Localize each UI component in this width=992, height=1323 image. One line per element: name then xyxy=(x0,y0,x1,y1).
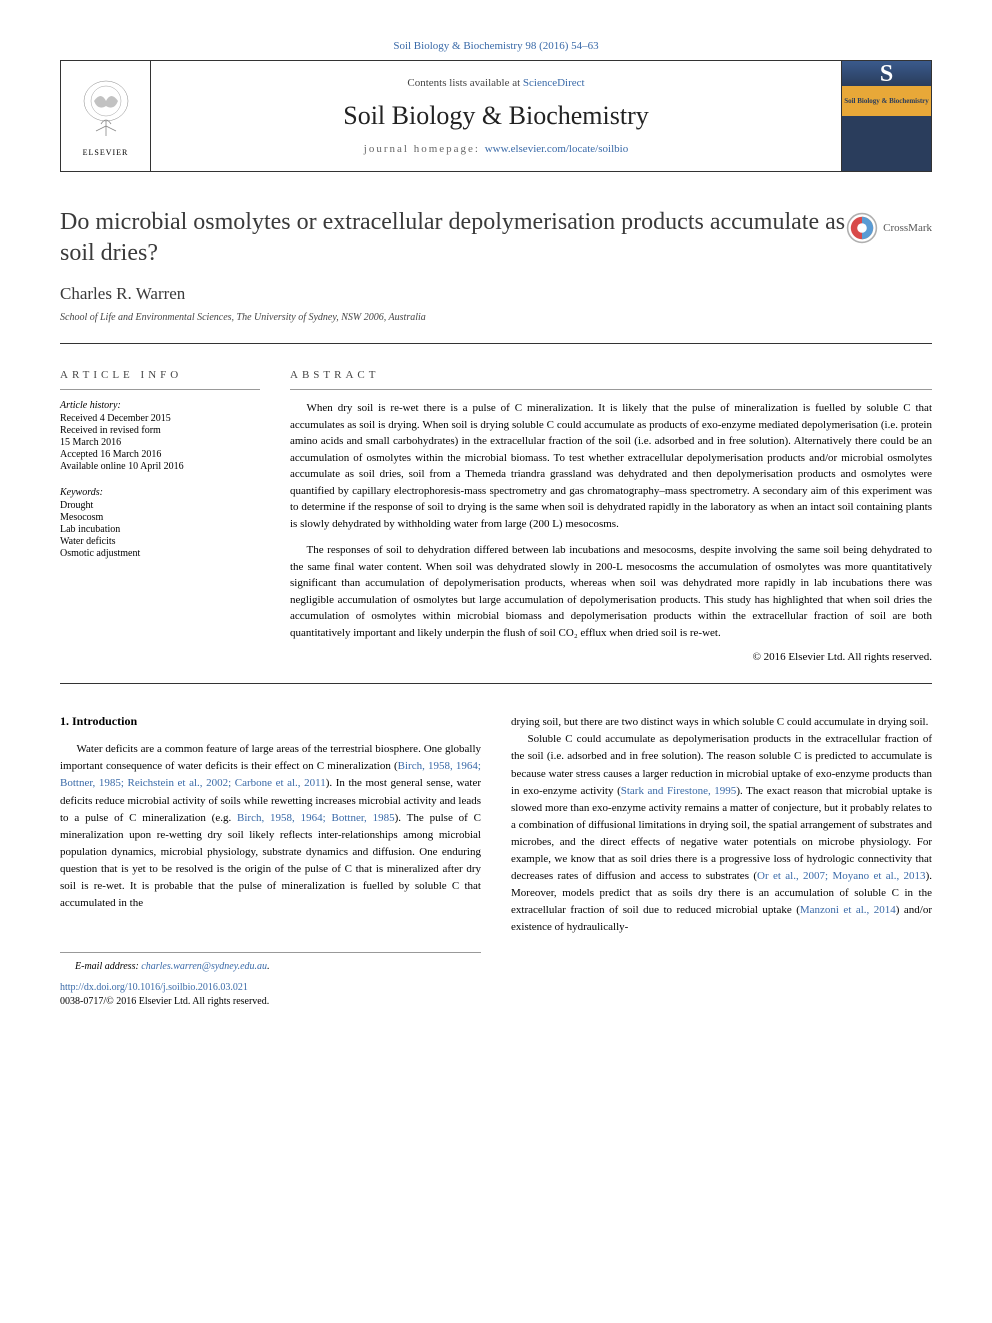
history-item: 15 March 2016 xyxy=(60,437,260,448)
doi-line: http://dx.doi.org/10.1016/j.soilbio.2016… xyxy=(60,982,481,993)
homepage-link[interactable]: www.elsevier.com/locate/soilbio xyxy=(485,143,628,155)
left-column: 1. Introduction Water deficits are a com… xyxy=(60,714,481,1009)
crossmark-badge[interactable]: CrossMark xyxy=(846,212,932,244)
section-heading: 1. Introduction xyxy=(60,714,481,729)
journal-title: Soil Biology & Biochemistry xyxy=(161,101,831,131)
issn-line: 0038-0717/© 2016 Elsevier Ltd. All right… xyxy=(60,996,481,1007)
abstract-paragraph: When dry soil is re-wet there is a pulse… xyxy=(290,400,932,532)
doi-link[interactable]: http://dx.doi.org/10.1016/j.soilbio.2016… xyxy=(60,982,248,993)
elsevier-logo: ELSEVIER xyxy=(61,61,151,171)
keyword: Water deficits xyxy=(60,536,260,547)
author-name: Charles R. Warren xyxy=(60,284,932,304)
abstract-copyright: © 2016 Elsevier Ltd. All rights reserved… xyxy=(290,651,932,663)
main-content: 1. Introduction Water deficits are a com… xyxy=(60,714,932,1009)
journal-homepage: journal homepage: www.elsevier.com/locat… xyxy=(161,143,831,155)
citation-link[interactable]: Birch, 1958, 1964; Bottner, 1985 xyxy=(237,812,395,824)
keyword: Mesocosm xyxy=(60,512,260,523)
journal-header: ELSEVIER Contents lists available at Sci… xyxy=(60,60,932,172)
body-paragraph: Water deficits are a common feature of l… xyxy=(60,741,481,911)
keywords-label: Keywords: xyxy=(60,487,260,498)
cover-letter: S xyxy=(842,61,931,86)
history-label: Article history: xyxy=(60,400,260,411)
right-column: drying soil, but there are two distinct … xyxy=(511,714,932,1009)
keyword: Osmotic adjustment xyxy=(60,548,260,559)
article-title: Do microbial osmolytes or extracellular … xyxy=(60,207,932,269)
body-paragraph: drying soil, but there are two distinct … xyxy=(511,714,932,731)
email-link[interactable]: charles.warren@sydney.edu.au xyxy=(141,961,267,972)
sciencedirect-link[interactable]: ScienceDirect xyxy=(523,77,585,89)
history-item: Received in revised form xyxy=(60,425,260,436)
journal-cover-thumbnail: S Soil Biology & Biochemistry xyxy=(841,61,931,171)
article-info: ARTICLE INFO Article history: Received 4… xyxy=(60,369,260,663)
journal-reference: Soil Biology & Biochemistry 98 (2016) 54… xyxy=(60,40,932,52)
body-paragraph: Soluble C could accumulate as depolymeri… xyxy=(511,731,932,936)
text-run: ). The exact reason that microbial uptak… xyxy=(511,785,932,882)
info-abstract-row: ARTICLE INFO Article history: Received 4… xyxy=(60,369,932,684)
cover-stripe: Soil Biology & Biochemistry xyxy=(842,86,931,116)
elsevier-label: ELSEVIER xyxy=(83,148,129,157)
author-affiliation: School of Life and Environmental Science… xyxy=(60,312,932,323)
text-run: ). The pulse of C mineralization upon re… xyxy=(60,812,481,909)
email-label: E-mail address: xyxy=(75,961,141,972)
abstract: ABSTRACT When dry soil is re-wet there i… xyxy=(290,369,932,663)
contents-prefix: Contents lists available at xyxy=(407,77,522,89)
abstract-heading: ABSTRACT xyxy=(290,369,932,390)
history-item: Available online 10 April 2016 xyxy=(60,461,260,472)
crossmark-label: CrossMark xyxy=(883,222,932,234)
abstract-paragraph: The responses of soil to dehydration dif… xyxy=(290,542,932,641)
citation-link[interactable]: Or et al., 2007; Moyano et al., 2013 xyxy=(757,870,926,882)
citation-link[interactable]: Manzoni et al., 2014 xyxy=(800,904,896,916)
article-info-heading: ARTICLE INFO xyxy=(60,369,260,390)
page-footer: E-mail address: charles.warren@sydney.ed… xyxy=(60,952,481,1007)
history-item: Accepted 16 March 2016 xyxy=(60,449,260,460)
homepage-prefix: journal homepage: xyxy=(364,143,485,155)
email-line: E-mail address: charles.warren@sydney.ed… xyxy=(60,961,481,972)
keyword: Lab incubation xyxy=(60,524,260,535)
contents-available: Contents lists available at ScienceDirec… xyxy=(161,77,831,89)
article-header: CrossMark Do microbial osmolytes or extr… xyxy=(60,207,932,344)
elsevier-tree-icon xyxy=(76,76,136,146)
keyword: Drought xyxy=(60,500,260,511)
history-item: Received 4 December 2015 xyxy=(60,413,260,424)
header-center: Contents lists available at ScienceDirec… xyxy=(151,67,841,165)
crossmark-icon xyxy=(846,212,878,244)
citation-link[interactable]: Stark and Firestone, 1995 xyxy=(621,785,737,797)
